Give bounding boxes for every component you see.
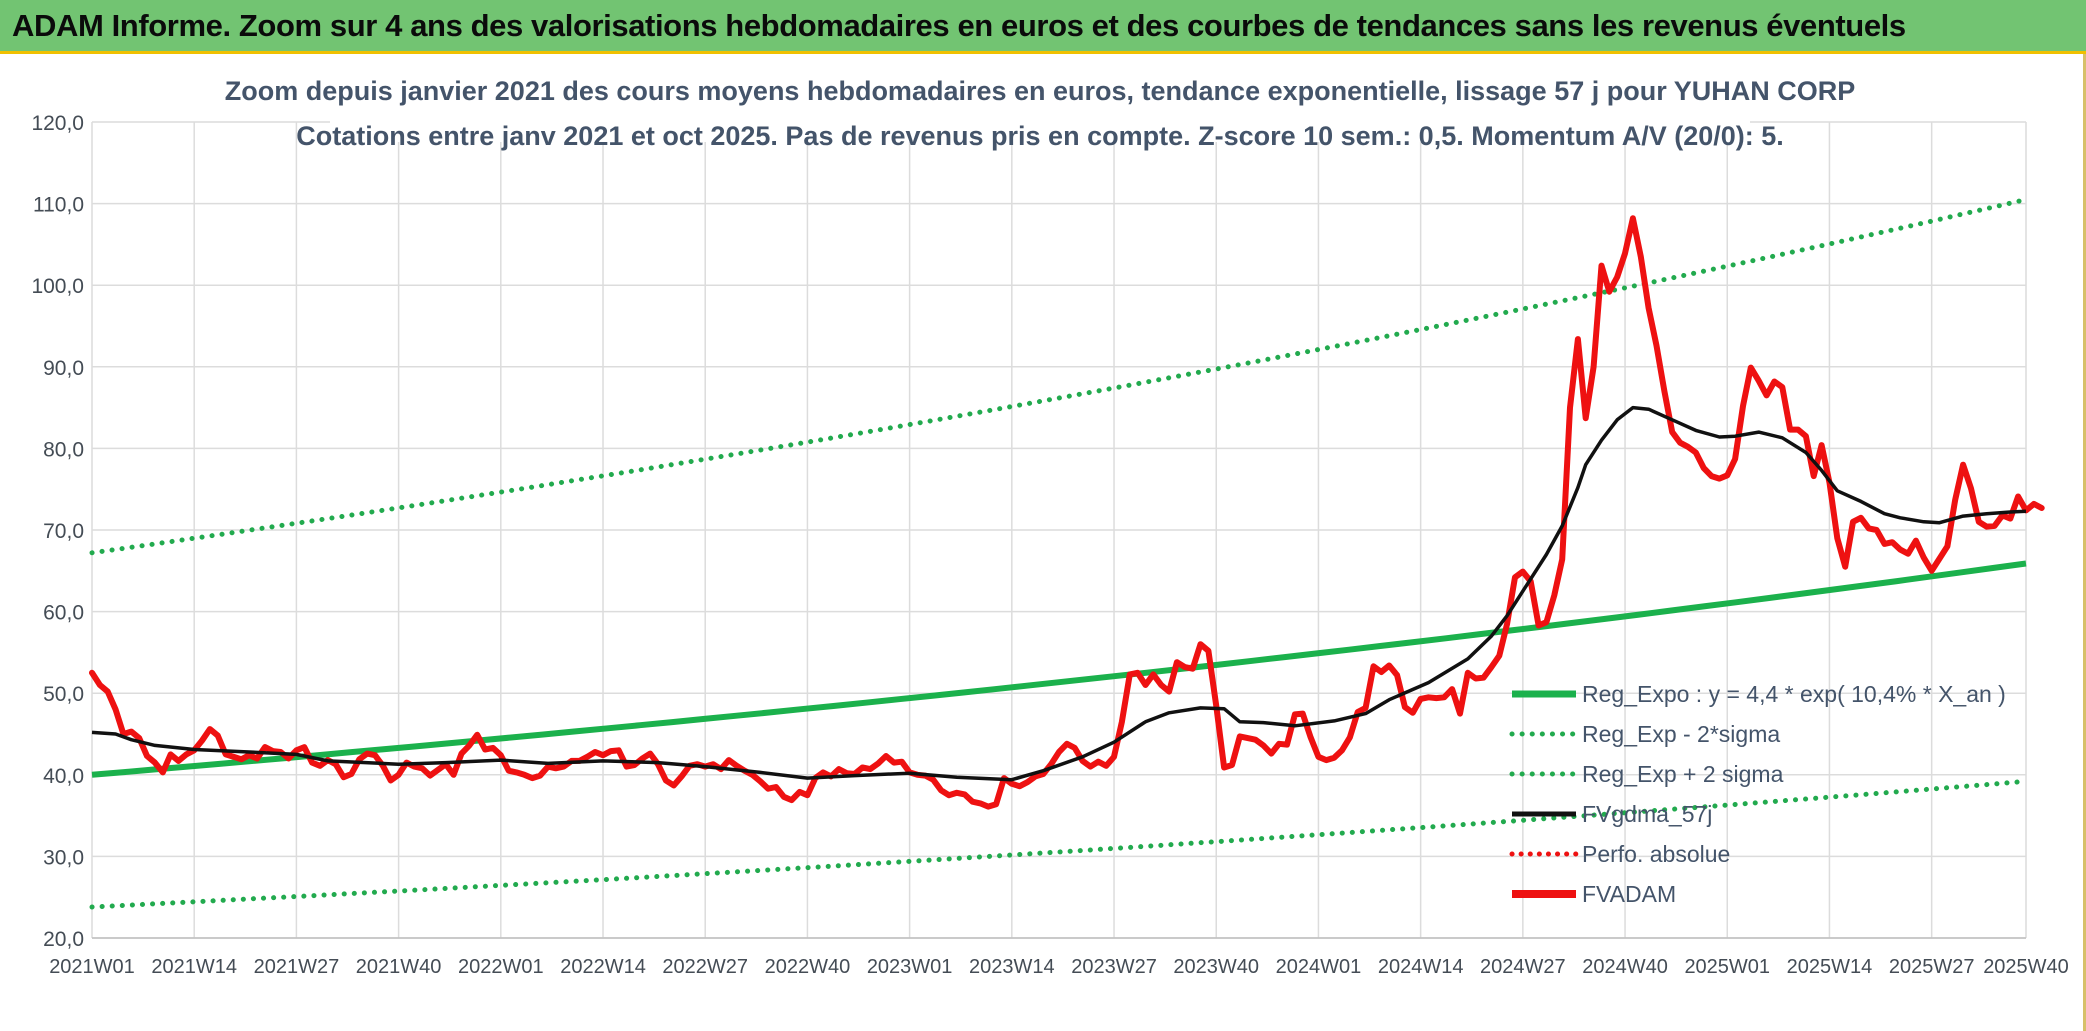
y-tick-label: 90,0: [43, 357, 84, 380]
y-tick-label: 80,0: [43, 438, 84, 461]
x-tick-label: 2021W40: [356, 956, 442, 978]
x-tick-label: 2023W01: [867, 956, 953, 978]
y-tick-label: 40,0: [43, 765, 84, 788]
legend-item: Reg_Exp + 2 sigma: [1509, 761, 1784, 787]
series-reg-expo: [91, 560, 2027, 778]
x-tick-label: 2023W40: [1173, 956, 1259, 978]
y-tick-label: 60,0: [43, 602, 84, 625]
series-fvadam: [89, 215, 2045, 810]
legend-item: Reg_Expo : y = 4,4 * exp( 10,4% * X_an ): [1512, 681, 2006, 707]
y-tick-label: 30,0: [43, 846, 84, 869]
x-tick-label: 2024W14: [1378, 956, 1464, 978]
chart-series: [89, 197, 2045, 910]
x-tick-label: 2021W01: [49, 956, 135, 978]
legend-label: Reg_Exp + 2 sigma: [1582, 761, 1784, 787]
x-tick-label: 2022W27: [662, 956, 748, 978]
x-tick-label: 2022W40: [765, 956, 851, 978]
legend-label: Perfo. absolue: [1582, 841, 1730, 867]
legend-label: Reg_Exp - 2*sigma: [1582, 721, 1780, 747]
chart-grid: [91, 121, 2027, 939]
valuation-chart: 20,0 30,0 40,0 50,0 60,0 70,0 80,0 90,0 100,0 110…: [31, 64, 2069, 978]
x-axis: 2021W01 2021W14 2021W27 2021W40 2022W01 2022W…: [49, 956, 2069, 978]
x-tick-label: 2025W27: [1889, 956, 1975, 978]
x-tick-label: 2025W40: [1983, 956, 2069, 978]
report-banner: ADAM Informe. Zoom sur 4 ans des valoris…: [0, 0, 2086, 54]
legend-item: FVADAM: [1512, 881, 1676, 907]
y-axis: 20,0 30,0 40,0 50,0 60,0 70,0 80,0 90,0 100,0 110…: [31, 112, 84, 951]
x-tick-label: 2022W14: [560, 956, 646, 978]
series-reg-exp-minus-2-sigma: [89, 778, 2029, 910]
series-fvgdma-57j: [91, 405, 2027, 782]
legend-label: FVADAM: [1582, 881, 1676, 907]
report-title: ADAM Informe. Zoom sur 4 ans des valoris…: [12, 8, 1906, 43]
x-tick-label: 2023W14: [969, 956, 1055, 978]
x-tick-label: 2024W27: [1480, 956, 1566, 978]
y-tick-label: 50,0: [43, 683, 84, 706]
x-tick-label: 2023W27: [1071, 956, 1157, 978]
x-tick-label: 2025W14: [1787, 956, 1873, 978]
chart-title-background: [330, 64, 1750, 142]
x-tick-label: 2021W27: [254, 956, 340, 978]
x-tick-label: 2022W01: [458, 956, 544, 978]
legend-label: Reg_Expo : y = 4,4 * exp( 10,4% * X_an ): [1582, 681, 2006, 707]
y-tick-label: 100,0: [31, 275, 84, 298]
y-tick-label: 120,0: [31, 112, 84, 135]
y-tick-label: 110,0: [33, 194, 84, 217]
x-tick-label: 2024W01: [1276, 956, 1362, 978]
x-tick-label: 2021W14: [151, 956, 237, 978]
y-tick-label: 70,0: [43, 520, 84, 543]
chart-title-line2: Cotations entre janv 2021 et oct 2025. P…: [296, 121, 1784, 151]
x-tick-label: 2025W01: [1684, 956, 1770, 978]
chart-frame: 20,0 30,0 40,0 50,0 60,0 70,0 80,0 90,0 100,0 110…: [0, 54, 2086, 1031]
series-reg-exp-plus-2-sigma: [89, 197, 2029, 556]
legend-item: Reg_Exp - 2*sigma: [1509, 721, 1780, 747]
chart-title-line1: Zoom depuis janvier 2021 des cours moyen…: [225, 76, 1856, 106]
legend-item: Perfo. absolue: [1509, 841, 1730, 867]
legend-label: FVgdma_57j: [1582, 801, 1712, 827]
chart-legend: Reg_Expo : y = 4,4 * exp( 10,4% * X_an )…: [1509, 681, 2006, 907]
legend-item: FVgdma_57j: [1512, 801, 1712, 827]
y-tick-label: 20,0: [43, 928, 84, 951]
x-tick-label: 2024W40: [1582, 956, 1668, 978]
chart-title-block: Zoom depuis janvier 2021 des cours moyen…: [225, 64, 1856, 151]
